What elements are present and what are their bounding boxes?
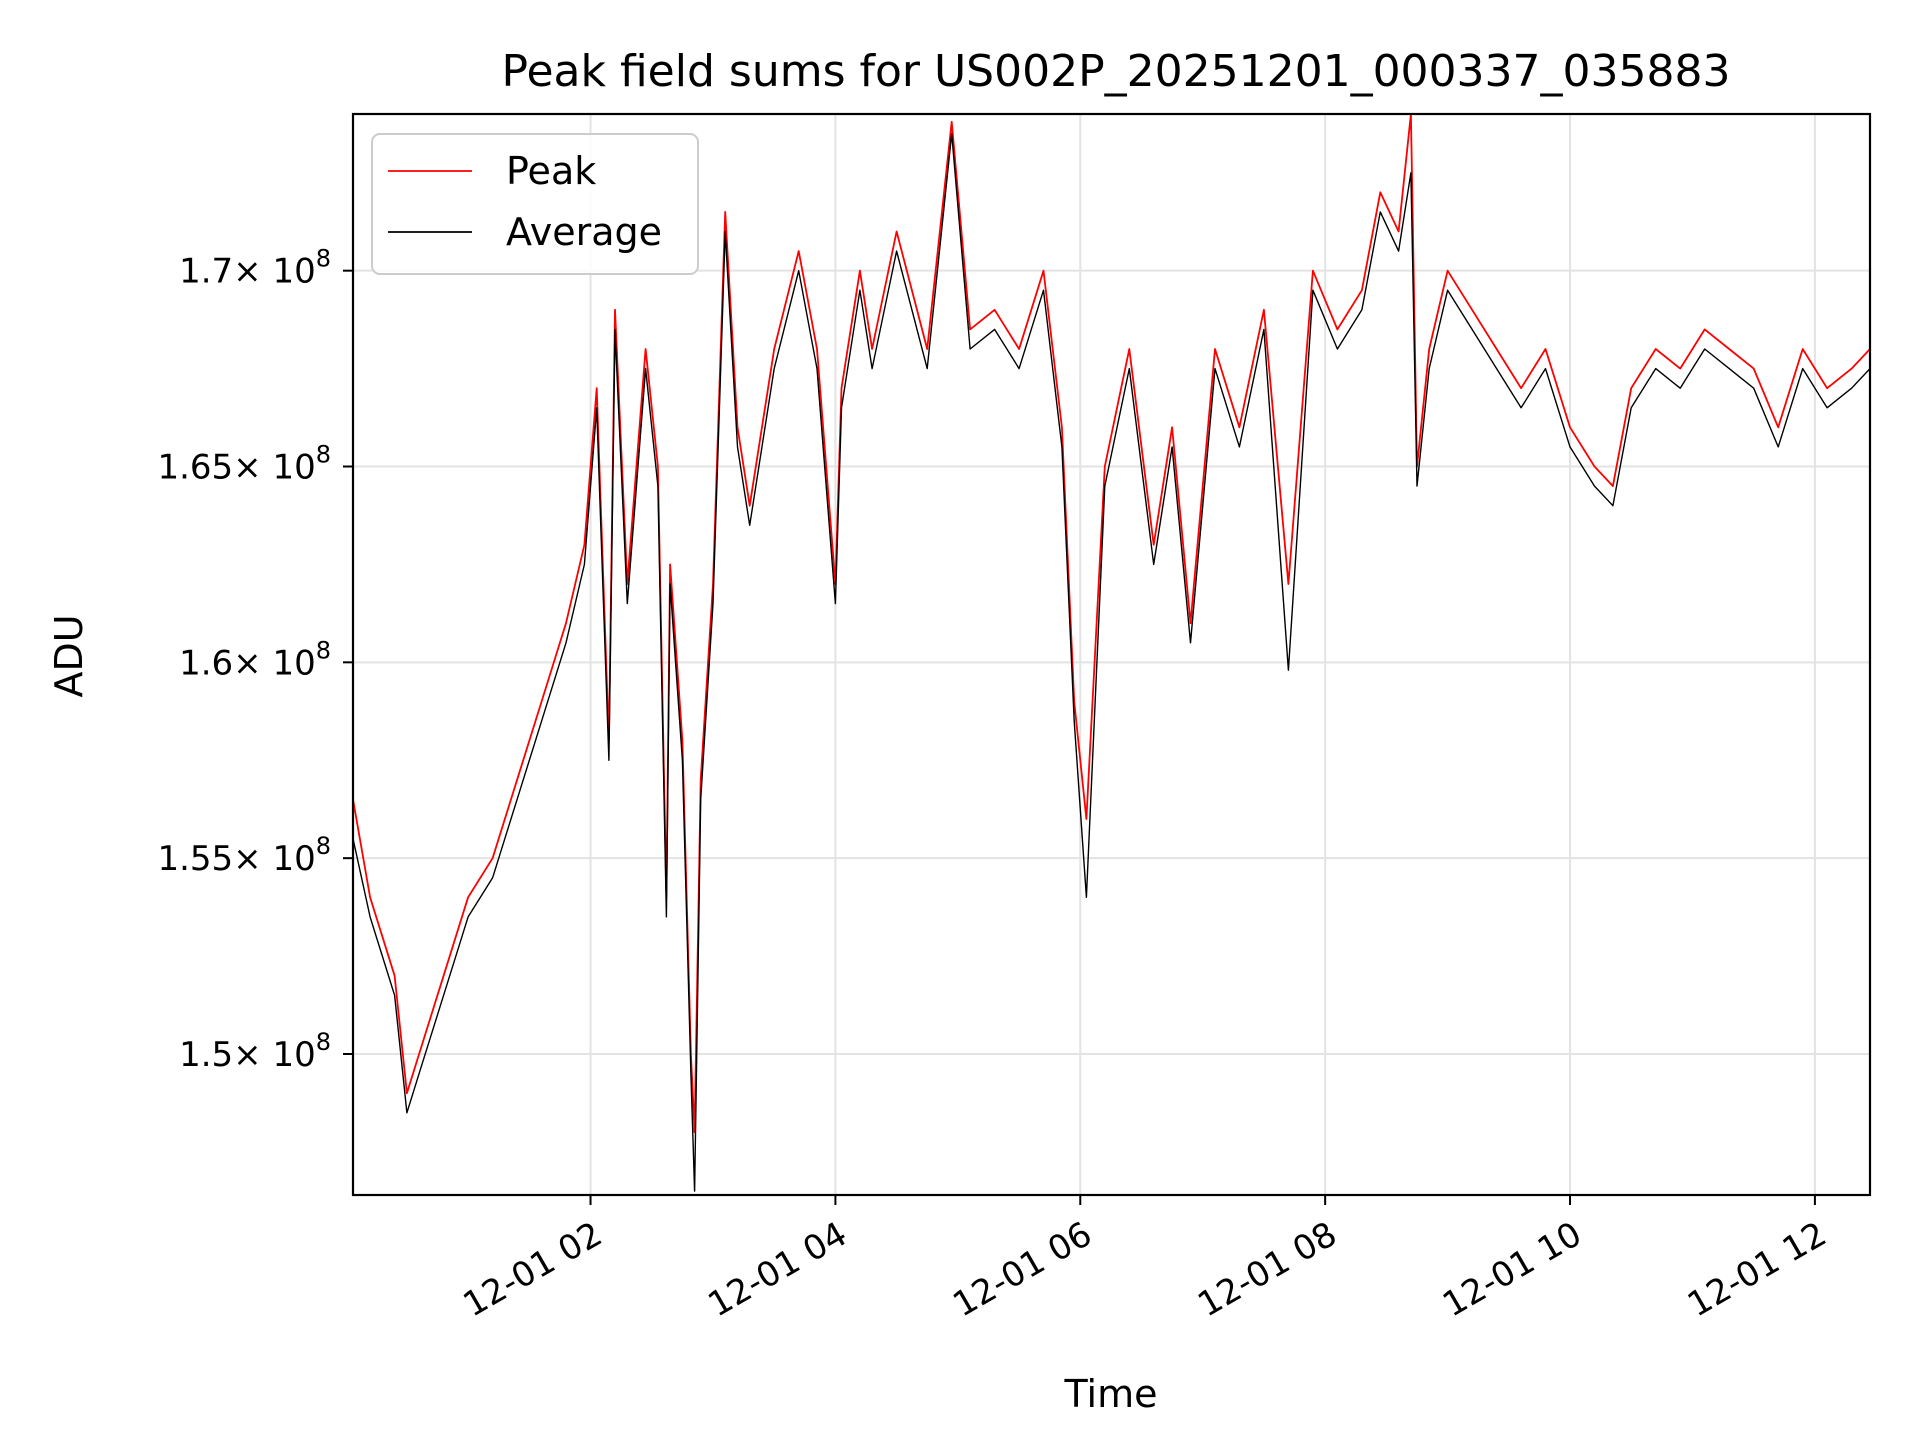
y-tick-mantissa: 1.6 [179, 643, 233, 683]
y-tick-exponent: 8 [316, 636, 331, 664]
y-tick-label: 1.5× 108 [179, 1028, 331, 1075]
y-tick-label: 1.55× 108 [157, 832, 331, 879]
chart-title: Peak field sums for US002P_20251201_0003… [502, 46, 1731, 97]
y-tick-exponent: 8 [316, 245, 331, 273]
y-tick-mantissa: 1.65 [157, 448, 233, 488]
y-tick-mantissa: 1.5 [179, 1035, 233, 1075]
plot-frame [351, 112, 1872, 1197]
y-tick-base: × 10 [233, 252, 316, 292]
y-tick-label: 1.65× 108 [157, 441, 331, 488]
y-tick-base: × 10 [233, 643, 316, 683]
y-tick-exponent: 8 [316, 832, 331, 860]
y-tick-exponent: 8 [316, 1028, 331, 1056]
y-tick-base: × 10 [233, 1035, 316, 1075]
y-tick-mantissa: 1.7 [179, 252, 233, 292]
legend-box [371, 133, 699, 275]
legend: Peak Average [371, 133, 699, 275]
y-tick-label: 1.7× 108 [179, 245, 331, 292]
y-tick-exponent: 8 [316, 441, 331, 469]
legend-average-label: Average [506, 210, 662, 254]
series-line-average [352, 132, 1871, 1192]
y-axis-label: ADU [47, 614, 91, 697]
y-tick-base: × 10 [233, 839, 316, 879]
series-lines [352, 113, 1871, 1192]
y-tick-label: 1.6× 108 [179, 636, 331, 683]
y-tick-base: × 10 [233, 448, 316, 488]
x-axis-label: Time [1064, 1372, 1158, 1416]
y-tick-mantissa: 1.55 [157, 839, 233, 879]
legend-peak-label: Peak [506, 149, 596, 193]
